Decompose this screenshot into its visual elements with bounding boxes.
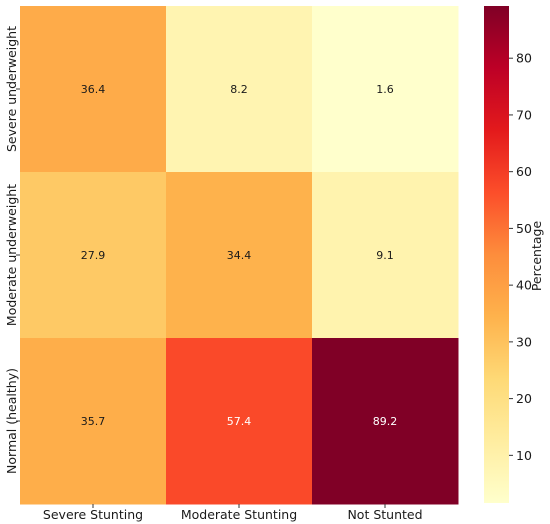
- cell-value-label: 34.4: [227, 249, 252, 262]
- cell-value-label: 27.9: [81, 249, 106, 262]
- y-tick-label: Moderate underweight: [4, 184, 19, 326]
- heatmap-cell: [20, 6, 167, 173]
- colorbar-tick-label: 80: [516, 51, 532, 66]
- x-tick-label: Not Stunted: [347, 507, 422, 522]
- colorbar-label: Percentage: [529, 221, 544, 292]
- colorbar-tick-label: 60: [516, 164, 532, 179]
- cell-value-label: 8.2: [230, 83, 248, 96]
- heatmap-cell: [20, 172, 167, 339]
- heatmap-cell: [166, 6, 313, 173]
- heatmap-cell: [20, 338, 167, 505]
- cell-value-label: 9.1: [376, 249, 394, 262]
- colorbar-tick-label: 10: [516, 448, 532, 463]
- cell-value-label: 1.6: [376, 83, 394, 96]
- heatmap-cell: [312, 6, 459, 173]
- colorbar-tick-label: 30: [516, 334, 532, 349]
- colorbar-tick-label: 50: [516, 221, 532, 236]
- x-tick-label: Moderate Stunting: [181, 507, 297, 522]
- heatmap-cell: [166, 172, 313, 339]
- heatmap-cell: [166, 338, 313, 505]
- colorbar-gradient-bar: [484, 6, 509, 503]
- x-axis: Severe Stunting Moderate Stunting Not Stun…: [43, 504, 423, 522]
- heatmap-cells: 36.4 8.2 1.6 27.9 34.4 9.1 35.7 57.4 89.2: [20, 6, 459, 505]
- colorbar-tick-label: 70: [516, 107, 532, 122]
- colorbar: 10 20 30 40 50 60 70 80 Percentage: [484, 6, 544, 503]
- cell-value-label: 89.2: [373, 415, 398, 428]
- y-axis: Severe underweight Moderate underweight No…: [4, 26, 20, 474]
- colorbar-tick-label: 40: [516, 278, 532, 293]
- colorbar-tick-label: 20: [516, 391, 532, 406]
- x-tick-label: Severe Stunting: [43, 507, 143, 522]
- cell-value-label: 36.4: [81, 83, 106, 96]
- cell-value-label: 35.7: [81, 415, 106, 428]
- heatmap-cell: [312, 172, 459, 339]
- cell-value-label: 57.4: [227, 415, 252, 428]
- y-tick-label: Normal (healthy): [4, 368, 19, 474]
- y-tick-label: Severe underweight: [4, 26, 19, 152]
- heatmap-cell: [312, 338, 459, 505]
